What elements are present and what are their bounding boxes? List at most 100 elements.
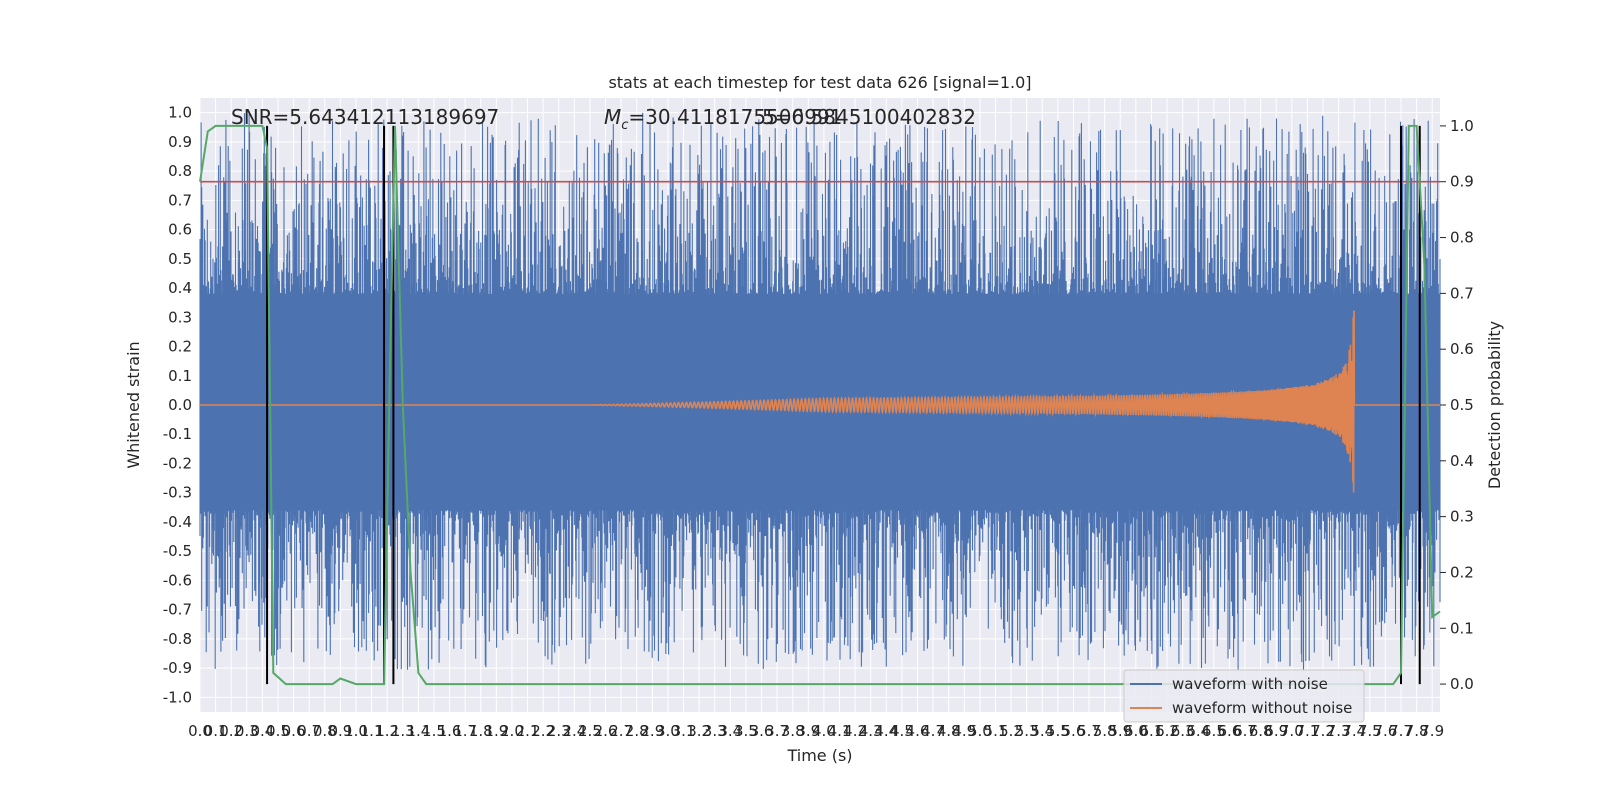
x-tick-label: 0.5 [266, 722, 290, 740]
x-tick-label: 3.2 [687, 722, 711, 740]
y-tick-label: 0.0 [168, 396, 192, 414]
x-tick-label: 0.8 [313, 722, 337, 740]
x-tick-label: 3.0 [656, 722, 680, 740]
snr-annotation: SNR=5.643412113189697 [231, 105, 499, 129]
y-tick-label: -1.0 [163, 688, 192, 706]
x-tick-label: 1.2 [375, 722, 399, 740]
x-tick-label: 3.6 [750, 722, 774, 740]
y2-tick-label: 0.4 [1450, 452, 1474, 470]
x-tick-label: 3.4 [718, 722, 742, 740]
x-tick-label: 4.6 [906, 722, 930, 740]
x-tick-label: 5.0 [968, 722, 992, 740]
x-tick-label: 3.7 [765, 722, 789, 740]
y-tick-label: 0.5 [168, 250, 192, 268]
legend-noise-label: waveform with noise [1172, 675, 1328, 693]
x-tick-label: 0.7 [297, 722, 321, 740]
x-tick-label: 6.3 [1171, 722, 1195, 740]
x-tick-label: 4.8 [937, 722, 961, 740]
x-tick-label: 6.8 [1249, 722, 1273, 740]
x-tick-label: 1.7 [453, 722, 477, 740]
x-tick-label: 4.2 [843, 722, 867, 740]
y2-tick-label: 0.6 [1450, 340, 1474, 358]
x-tick-label: 2.2 [531, 722, 555, 740]
x-tick-label: 0.3 [235, 722, 259, 740]
x-tick-label: 1.4 [406, 722, 430, 740]
x-tick-label: 3.5 [734, 722, 758, 740]
x-tick-label: 7.4 [1342, 722, 1366, 740]
y-tick-label: 0.4 [168, 279, 192, 297]
x-tick-label: 1.6 [438, 722, 462, 740]
y2-tick-label: 0.0 [1450, 675, 1474, 693]
y-tick-label: 0.2 [168, 338, 192, 356]
x-tick-label: 4.9 [952, 722, 976, 740]
y-tick-label: -0.2 [163, 454, 192, 472]
x-tick-label: 3.8 [781, 722, 805, 740]
y2-tick-label: 0.7 [1450, 284, 1474, 302]
y-tick-label: -0.4 [163, 513, 192, 531]
y-tick-label: 0.6 [168, 221, 192, 239]
y-tick-label: 0.8 [168, 162, 192, 180]
mc-annotation: Mc=30.4118175506991 [604, 105, 842, 133]
x-tick-label: 7.1 [1295, 722, 1319, 740]
x-tick-label: 0.1 [204, 722, 228, 740]
y2-tick-label: 0.5 [1450, 396, 1474, 414]
y-tick-label: -0.9 [163, 659, 192, 677]
detection-probability-series [199, 124, 1441, 686]
x-tick-label: 3.1 [672, 722, 696, 740]
x-tick-label: 2.9 [640, 722, 664, 740]
x-tick-label: 5.3 [1015, 722, 1039, 740]
x-tick-label: 7.9 [1420, 722, 1444, 740]
y-axis-ticks: -1.0 -0.9 -0.8 -0.7 -0.6 -0.5 -0.4 -0.3 -0.2 -0.1… [163, 104, 192, 707]
y2-tick-label: 0.2 [1450, 563, 1474, 581]
x-tick-label: 0.9 [328, 722, 352, 740]
x-tick-label: 6.0 [1124, 722, 1148, 740]
x-tick-label: 1.0 [344, 722, 368, 740]
x-tick-label: 7.3 [1327, 722, 1351, 740]
x-tick-label: 4.5 [890, 722, 914, 740]
mc-value: =30.4118175506991 [628, 105, 842, 129]
y2-tick-label: 1.0 [1450, 117, 1474, 135]
x-tick-label: 5.5 [1046, 722, 1070, 740]
x-tick-label: 7.5 [1358, 722, 1382, 740]
x-tick-label: 1.9 [484, 722, 508, 740]
x-tick-label: 6.5 [1202, 722, 1226, 740]
y-tick-label: -0.7 [163, 601, 192, 619]
y2-axis-ticks: 0.0 0.1 0.2 0.3 0.4 0.5 0.6 0.7 0.8 0.9 1.0 [1440, 117, 1474, 693]
y-tick-label: -0.6 [163, 571, 192, 589]
x-tick-label: 7.2 [1311, 722, 1335, 740]
y2-tick-label: 0.3 [1450, 508, 1474, 526]
y-tick-label: -0.1 [163, 425, 192, 443]
x-tick-label: 7.6 [1373, 722, 1397, 740]
x-tick-label: 2.4 [562, 722, 586, 740]
x-tick-label: 6.6 [1218, 722, 1242, 740]
y2-tick-label: 0.1 [1450, 619, 1474, 637]
x-tick-label: 6.7 [1233, 722, 1257, 740]
x-tick-label: 3.3 [703, 722, 727, 740]
y-tick-label: 0.1 [168, 367, 192, 385]
x-tick-label: 2.3 [547, 722, 571, 740]
x-tick-label: 2.6 [594, 722, 618, 740]
legend-signal-label: waveform without noise [1172, 699, 1352, 717]
y2-axis-label: Detection probability [1485, 321, 1504, 489]
x-tick-label: 5.7 [1077, 722, 1101, 740]
mc-symbol: M [604, 105, 621, 129]
overlap-annotation: 5=0.5845100402832 [762, 105, 976, 129]
x-tick-label: 7.8 [1405, 722, 1429, 740]
x-tick-label: 0.0 [188, 722, 212, 740]
x-tick-label: 2.7 [609, 722, 633, 740]
y-tick-label: -0.8 [163, 630, 192, 648]
x-tick-label: 2.8 [625, 722, 649, 740]
x-tick-label: 4.3 [859, 722, 883, 740]
x-tick-label: 5.6 [1062, 722, 1086, 740]
x-tick-label: 6.9 [1264, 722, 1288, 740]
y2-tick-label: 0.8 [1450, 229, 1474, 247]
y-tick-label: -0.3 [163, 484, 192, 502]
legend: waveform with noise waveform without noi… [1123, 669, 1365, 723]
x-tick-label: 0.4 [250, 722, 274, 740]
x-axis-ticks: 0.00.10.20.30.40.50.60.70.80.91.01.11.21… [188, 722, 1444, 740]
y-tick-label: 0.7 [168, 191, 192, 209]
x-tick-label: 0.6 [282, 722, 306, 740]
x-tick-label: 5.2 [999, 722, 1023, 740]
x-tick-label: 4.7 [921, 722, 945, 740]
x-tick-label: 2.5 [578, 722, 602, 740]
